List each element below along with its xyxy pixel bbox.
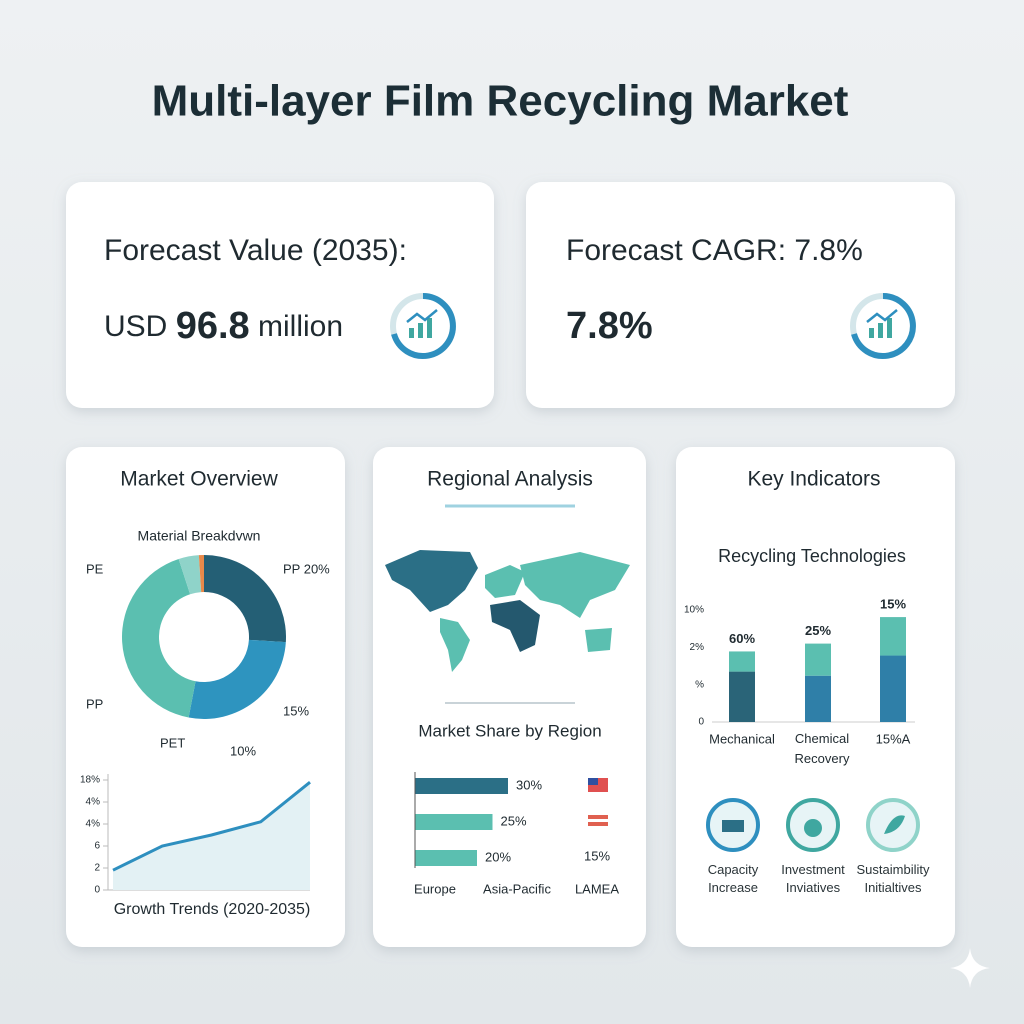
bar [415, 850, 477, 866]
page-title: Multi-layer Film Recycling Market [152, 77, 849, 126]
suffix: million [258, 310, 343, 343]
stat-value: 7.8% [566, 305, 653, 347]
y-tick-label: 0 [94, 885, 100, 896]
value-label: 25% [501, 813, 527, 828]
category-label: Asia-Pacific [483, 881, 551, 896]
bar-segment [729, 651, 755, 672]
bar [415, 778, 508, 794]
y-tick-label: 2 [94, 863, 100, 874]
bar [415, 814, 493, 830]
icon [850, 293, 916, 359]
bar-segment [729, 671, 755, 722]
prefix: USD [104, 310, 167, 343]
category-label: Chemical Recovery [795, 731, 850, 766]
bar-segment [805, 643, 831, 676]
y-tick-label: % [695, 679, 704, 690]
callout-label: PP 20% [283, 561, 330, 576]
indicator-label: Investment Inviatives [781, 862, 845, 895]
category-label: Europe [414, 881, 456, 896]
world-map [385, 550, 630, 672]
y-tick-label: 4% [86, 797, 101, 808]
stat-label: Forecast Value (2035): [104, 234, 407, 267]
y-tick-label: 2% [690, 642, 705, 653]
x-axis-label: Growth Trends (2020-2035) [114, 901, 311, 918]
flags [588, 778, 608, 826]
callout-label: PET [160, 735, 185, 750]
card [373, 447, 646, 947]
panel-title: Regional Analysis [427, 468, 593, 491]
bar-segment [880, 617, 906, 656]
y-tick-label: 6 [94, 841, 100, 852]
category-label: Mechanical [709, 731, 775, 746]
callout-label: PP [86, 696, 103, 711]
bar-label: 60% [729, 631, 755, 646]
callout-label: 15% [283, 703, 309, 718]
stat-label: Forecast CAGR: 7.8% [566, 234, 863, 267]
indicator-label: Capacity Increase [707, 862, 759, 895]
annotation: 15% [584, 848, 610, 863]
line [112, 781, 311, 872]
bar-segment [805, 675, 831, 722]
value-label: 30% [516, 777, 542, 792]
bar-segment [880, 655, 906, 722]
stat-value: USD 96.8 million [104, 305, 343, 347]
donut-slice [178, 555, 202, 595]
sparkle [950, 948, 990, 988]
y-tick-label: 4% [86, 819, 101, 830]
card [526, 182, 955, 408]
chart-title: Market Share by Region [418, 721, 601, 740]
icon [390, 293, 456, 359]
donut-slice [204, 555, 286, 643]
category-label: LAMEA [575, 881, 619, 896]
indicator-icons [706, 798, 920, 852]
donut-slice [198, 555, 204, 593]
donut-slice [188, 639, 286, 719]
bar-label: 15% [880, 597, 906, 612]
y-tick-label: 0 [698, 717, 704, 728]
card [66, 182, 494, 408]
chart-title: Material Breakdvwn [138, 528, 261, 544]
bar-label: 25% [805, 623, 831, 638]
callout-label: 10% [230, 743, 256, 758]
y-tick-label: 18% [80, 775, 100, 786]
number: 96.8 [176, 305, 250, 347]
callout-label: PE [86, 561, 104, 576]
value-label: 20% [485, 849, 511, 864]
panel-title: Market Overview [120, 468, 278, 491]
category-label: 15%A [876, 731, 911, 746]
indicator-label: Sustaimbility Initialtives [856, 862, 930, 895]
chart-title: Recycling Technologies [718, 546, 906, 566]
y-tick-label: 10% [684, 605, 704, 616]
donut-slice [122, 559, 196, 718]
panel-title: Key Indicators [747, 468, 880, 491]
